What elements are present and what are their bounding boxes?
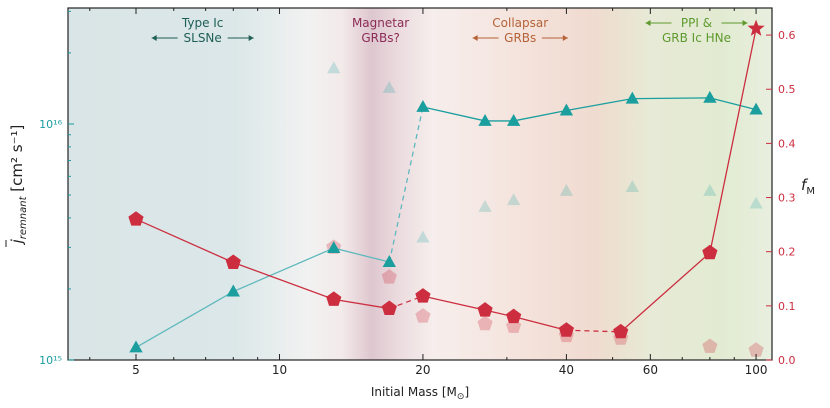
plot-frame [67,7,773,361]
series-j_faint-point-1 [382,81,396,93]
series-f_M-point-5 [477,302,493,317]
series-j_faint-point-0 [327,61,341,74]
x-tick-label-0: 5 [132,363,140,377]
region-label-3-line2: GRB Ic HNe [662,31,731,45]
series-f_M-point-4 [415,288,431,303]
region-label-1-line2: GRBs? [361,31,400,45]
series-f_M-point-3 [381,300,397,316]
series-layer [128,19,765,357]
region-0-arrowhead-left [151,35,157,41]
series-j_remnant-point-4 [416,100,430,112]
background-gradient [68,8,772,360]
region-label-1-line1: Magnetar [352,16,409,30]
region-label-2-line2: GRBs [504,31,536,45]
series-f_M-point-6 [506,308,522,324]
series-f_M-point-7 [558,322,575,337]
series-f_faint-point-2 [415,308,431,323]
x-tick-label-5: 100 [745,363,768,377]
y-right-tick-label-5: 0.5 [778,83,796,96]
series-j_remnant-point-1 [226,284,240,297]
region-label-0-line2: SLSNe [184,31,222,45]
series-f-line-seg-2 [422,295,567,331]
series-f_M [128,19,765,339]
series-j_faint-point-4 [507,193,521,206]
region-backgrounds [68,8,772,360]
region-2-arrowhead-left [472,35,478,41]
y-right-axis-label: fM [801,176,815,197]
x-tick-label-4: 60 [643,363,658,377]
series-j_remnant-point-8 [625,91,639,104]
y-right-tick-label-6: 0.6 [778,29,796,42]
series-j-line-low [135,247,390,349]
series-j_faint-point-7 [703,184,717,196]
series-f_M-point-0 [128,211,144,226]
series-j_remnant-point-2 [327,241,341,253]
y-left-tick-label-1: 10¹⁶ [39,118,62,131]
y-right-tick-label-4: 0.4 [778,137,796,150]
region-label-2-line1: Collapsar [492,16,548,30]
series-f_M-point-9 [702,244,718,260]
series-j_faint-point-5 [559,184,574,196]
region-0-arrowhead-right [248,35,254,41]
y-right-tick-label-3: 0.3 [778,192,796,205]
series-f_M-point-2 [326,291,342,306]
series-j_remnant-point-10 [749,102,763,115]
x-tick-label-1: 10 [272,363,287,377]
axes: 5 10 20 40 60 100 Initial Mass [M⊙] 10¹⁵ 10¹⁶ jre… [5,8,815,402]
series-f_faint-point-8 [748,342,764,357]
series-f_M-point-10 [747,19,765,36]
series-j_remnant [129,90,763,353]
series-j_faint-point-6 [625,180,639,193]
series-j_faint-point-2 [416,230,430,243]
series-j_faint [327,61,763,243]
series-f-line-seg-3 [566,329,621,333]
series-f_faint-point-7 [702,338,718,353]
series-j_remnant-point-0 [129,340,143,353]
series-j_faint-point-3 [478,199,492,212]
series-j_remnant-point-6 [507,113,521,126]
x-tick-label-2: 20 [415,363,430,377]
y-right-tick-label-0: 0.0 [778,354,796,367]
region-label-0-line1: Type Ic [181,16,224,30]
series-f_M-point-1 [225,254,241,269]
series-j_remnant-point-3 [382,255,396,267]
series-f_faint-point-1 [381,269,397,284]
x-axis-label: Initial Mass [M⊙] [371,385,469,402]
y-left-axis-label: jremnant [cm² s⁻¹] [8,125,29,246]
series-j_remnant-point-5 [478,113,492,126]
region-label-3-line1: PPI & [681,16,712,30]
series-f-line-seg-0 [135,218,390,310]
y-left-tick-label-0: 10¹⁵ [39,354,62,367]
x-tick-label-3: 40 [559,363,574,377]
y-right-tick-label-1: 0.1 [778,300,796,313]
series-f_faint-point-3 [477,315,493,331]
y-right-tick-label-2: 0.2 [778,246,796,259]
region-3-arrowhead-left [645,20,651,26]
series-j_faint-point-8 [749,196,763,209]
region-2-arrowhead-right [562,35,568,41]
series-j_remnant-point-9 [703,90,717,103]
series-f_M-point-8 [613,323,629,339]
region-3-arrowhead-right [742,20,748,26]
series-j_remnant-point-7 [559,103,574,116]
